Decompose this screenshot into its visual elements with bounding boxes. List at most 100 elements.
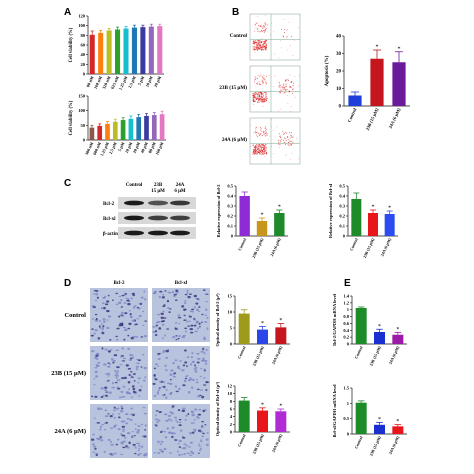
flow-event	[262, 30, 264, 32]
flow-event	[265, 92, 267, 94]
ihc-cell	[125, 297, 128, 300]
ihc-cell	[104, 348, 108, 351]
y-axis-label: Optical density of Bcl-2 (μ²)	[215, 293, 220, 347]
ihc-cell	[181, 447, 184, 449]
flow-event	[255, 44, 257, 46]
ihc-cell	[174, 359, 178, 362]
ihc-cell	[137, 307, 141, 310]
ihc-cell	[159, 290, 163, 293]
flow-event	[265, 98, 267, 100]
ihc-cell	[100, 439, 104, 442]
ihc-image	[90, 288, 148, 342]
x-tick-label: Control	[353, 435, 364, 450]
ihc-cell	[204, 314, 208, 316]
y-tick-label: 0	[231, 234, 234, 239]
y-axis-label: Optical density of Bcl-xl (μ²)	[215, 381, 220, 436]
ihc-cell	[175, 338, 178, 341]
x-tick-label: 320 nM	[101, 75, 111, 89]
flow-event	[260, 94, 262, 96]
blot-row-label: Bcl-2	[103, 202, 115, 207]
ihc-cell	[162, 293, 165, 296]
ihc-cell	[107, 413, 110, 415]
ihc-cell	[130, 413, 133, 416]
flow-event	[281, 86, 283, 88]
flow-event	[278, 84, 280, 86]
ihc-cell	[113, 425, 117, 428]
ihc-cell	[183, 379, 187, 383]
ihc-cell	[193, 419, 196, 421]
blot-band	[124, 200, 144, 206]
flow-event	[265, 85, 267, 86]
flow-event	[265, 99, 268, 102]
bar	[98, 32, 104, 74]
ihc-cell	[200, 350, 205, 353]
flow-row-label: Control	[230, 33, 248, 39]
ihc-cell	[105, 300, 110, 303]
flow-event	[279, 144, 281, 146]
ihc-cell	[160, 440, 164, 443]
ihc-cell	[119, 364, 123, 366]
x-tick-label: 2.5 μM	[127, 75, 137, 89]
y-tick-label: 100	[78, 108, 86, 113]
flow-event	[263, 45, 265, 47]
ihc-cell	[115, 349, 120, 352]
ihc-cell	[119, 453, 124, 456]
ihc-cell	[158, 295, 162, 299]
flow-event	[265, 152, 267, 154]
flow-event	[256, 153, 258, 155]
flow-event	[268, 101, 270, 103]
ihc-cell	[130, 374, 133, 377]
bar	[151, 115, 157, 140]
ihc-cell	[184, 349, 187, 352]
flow-event	[278, 139, 280, 141]
ihc-cell	[125, 391, 129, 394]
flow-event	[255, 76, 257, 78]
ihc-cell	[194, 408, 198, 411]
ihc-cell	[165, 349, 169, 353]
ihc-cell	[179, 429, 183, 432]
ihc-image	[90, 346, 148, 400]
flow-event	[261, 41, 263, 44]
flow-event	[265, 133, 267, 135]
flow-event	[258, 83, 260, 85]
flow-event	[255, 128, 257, 130]
ihc-cell	[123, 338, 126, 341]
ihc-cell	[154, 333, 158, 337]
flow-event	[261, 79, 263, 81]
ihc-cell	[175, 390, 179, 393]
flow-event	[290, 45, 291, 46]
ihc-cell	[171, 426, 175, 429]
ihc-cell	[193, 428, 197, 431]
flow-event	[258, 99, 260, 101]
x-tick-label: 23B (15 μM)	[368, 435, 382, 457]
x-tick-label: Control	[236, 345, 247, 360]
flow-event	[294, 75, 296, 77]
ihc-cell	[191, 310, 194, 313]
flow-event	[265, 81, 267, 83]
y-axis-label: Cell viability (%)	[69, 27, 74, 62]
blot-lane-label: 23B	[154, 183, 163, 188]
flow-event	[255, 144, 257, 146]
ihc-cell	[122, 430, 125, 432]
flow-event	[264, 30, 266, 32]
bar	[256, 221, 268, 236]
flow-event	[269, 135, 271, 137]
ihc-cell	[188, 391, 191, 394]
flow-event	[285, 138, 287, 140]
flow-event	[263, 151, 265, 153]
flow-event	[273, 30, 275, 32]
significance-star: *	[279, 318, 282, 324]
flow-event	[262, 26, 264, 28]
flow-event	[261, 80, 263, 82]
bar	[97, 125, 103, 140]
ihc-cell	[157, 389, 161, 392]
ihc-cell	[201, 395, 205, 399]
flow-event	[260, 24, 262, 26]
ihc-row-label: 24A (6 μM)	[55, 428, 86, 435]
ihc-cell	[202, 432, 205, 435]
y-tick-label: 30	[336, 52, 342, 57]
ihc-cell	[154, 414, 157, 417]
flow-event	[261, 153, 263, 155]
ihc-cell	[93, 383, 96, 386]
